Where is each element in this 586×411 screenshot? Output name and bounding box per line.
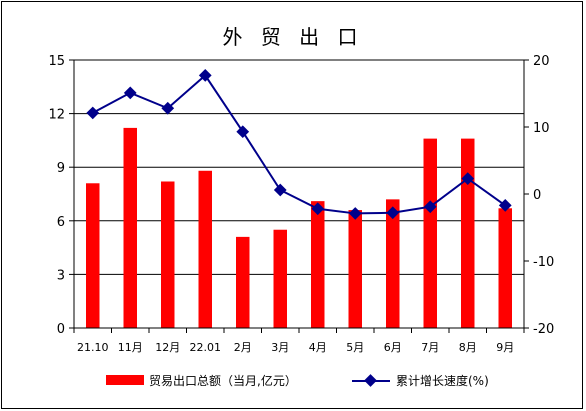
bar <box>161 181 175 328</box>
right-tick-label: 20 <box>533 54 550 69</box>
x-axis-ticks: 21.10 11月 12月 22.01 2月 3月 4月 5月 6月 7月 8月 9月 <box>73 328 525 354</box>
bar <box>273 229 287 328</box>
left-tick-label: 6 <box>57 215 65 230</box>
line-point <box>198 69 212 82</box>
right-tick-label: -10 <box>533 255 554 270</box>
left-axis-ticks: 0 3 6 9 12 15 <box>48 54 74 337</box>
x-tick-label: 11月 <box>118 341 143 354</box>
left-tick-label: 12 <box>48 108 65 123</box>
bar <box>236 236 250 328</box>
x-tick-label: 6月 <box>384 341 402 354</box>
x-tick-label: 4月 <box>309 341 327 354</box>
line-point <box>273 183 287 197</box>
x-tick-label: 12月 <box>155 341 180 354</box>
legend: 贸易出口总额（当月,亿元） 累计增长速度(%) <box>106 373 489 388</box>
right-tick-label: 10 <box>533 121 550 136</box>
bar <box>461 138 475 328</box>
legend-bar-swatch <box>106 375 144 385</box>
grid-lines <box>74 59 524 275</box>
legend-bar-label: 贸易出口总额（当月,亿元） <box>149 373 297 388</box>
line-point <box>386 206 400 220</box>
x-tick-label: 9月 <box>496 341 514 354</box>
legend-line-marker <box>364 374 377 387</box>
x-tick-label: 5月 <box>346 341 364 354</box>
right-axis-ticks: -20 -10 0 10 20 <box>524 54 554 337</box>
x-tick-label: 21.10 <box>77 341 109 354</box>
line-point <box>236 125 250 139</box>
left-tick-label: 3 <box>57 268 65 283</box>
bar <box>423 138 437 328</box>
x-tick-label: 22.01 <box>190 341 222 354</box>
right-tick-label: -20 <box>533 322 554 337</box>
line-point <box>311 202 325 216</box>
bar <box>311 201 325 328</box>
line-point <box>161 101 175 115</box>
right-tick-label: 0 <box>533 188 541 203</box>
x-tick-label: 3月 <box>271 341 289 354</box>
bar <box>498 208 512 328</box>
line-point <box>348 207 362 220</box>
left-tick-label: 0 <box>57 322 65 337</box>
line-point <box>123 86 137 100</box>
x-tick-label: 2月 <box>234 341 252 354</box>
bar <box>198 170 212 328</box>
bar <box>86 183 100 328</box>
x-tick-label: 7月 <box>421 341 439 354</box>
line-point <box>461 172 475 185</box>
line-point <box>498 199 512 212</box>
legend-line-label: 累计增长速度(%) <box>396 373 489 388</box>
bar <box>348 210 362 328</box>
x-tick-label: 8月 <box>459 341 477 354</box>
axes <box>73 60 525 329</box>
line-point <box>423 200 437 214</box>
line-point <box>86 106 100 120</box>
left-tick-label: 9 <box>57 161 65 176</box>
growth-line <box>92 73 506 215</box>
left-tick-label: 15 <box>48 54 65 69</box>
bar <box>123 127 137 328</box>
chart-title: 外 贸 出 口 <box>222 25 363 49</box>
bar-series <box>86 127 512 328</box>
bar <box>386 199 400 328</box>
line-series <box>86 69 512 220</box>
